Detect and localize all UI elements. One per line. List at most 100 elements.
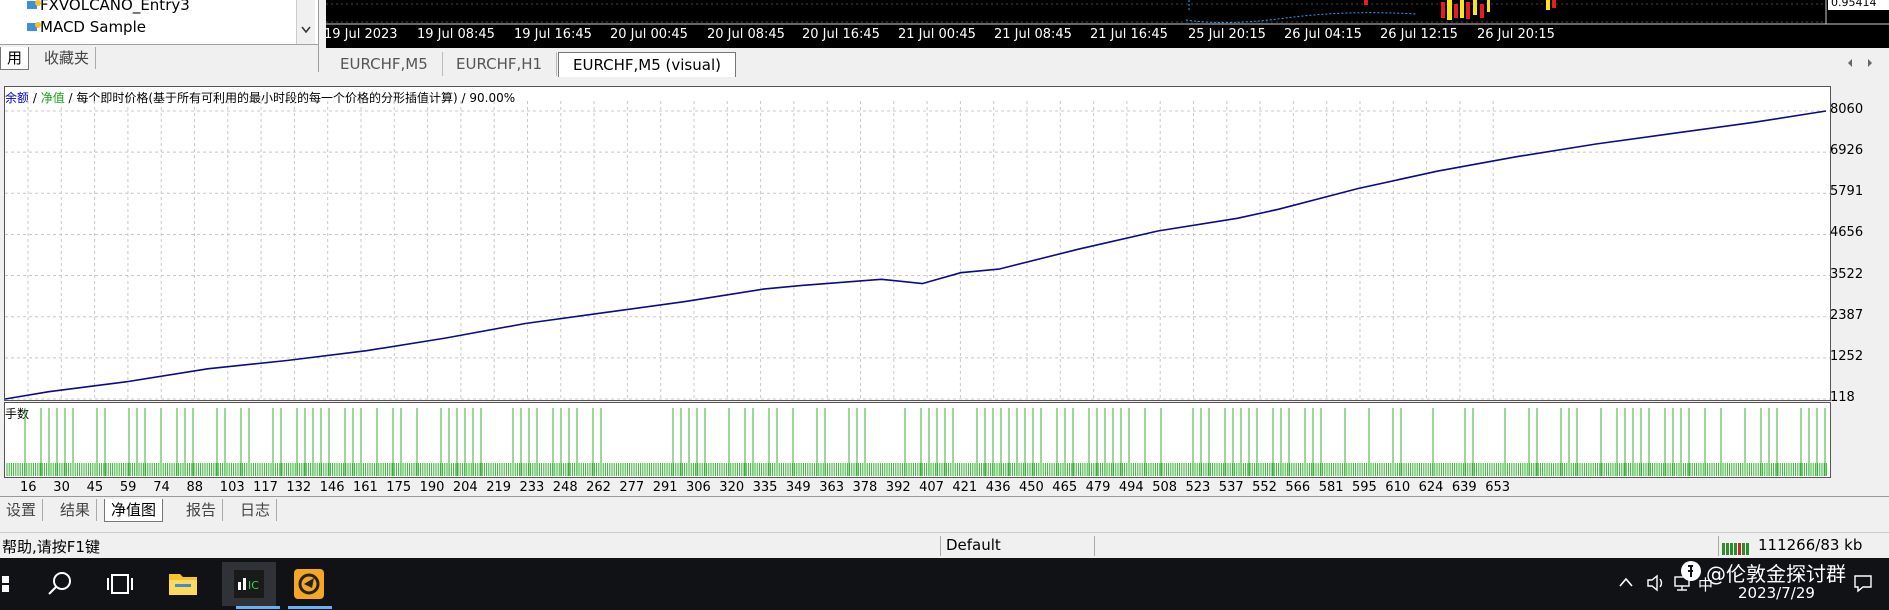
connection-bars-icon xyxy=(1722,543,1749,555)
x-tick-label: 407 xyxy=(919,480,944,495)
y-tick-label: 8060 xyxy=(1830,102,1864,117)
current-price-label: 0.95414 xyxy=(1831,0,1877,9)
x-tick-label: 117 xyxy=(253,480,278,495)
x-tick-label: 132 xyxy=(286,480,312,495)
x-tick-label: 219 xyxy=(486,480,512,495)
tab-eurchf-h1[interactable]: EURCHF,H1 xyxy=(442,52,558,76)
x-tick-label: 508 xyxy=(1152,480,1178,495)
x-tick-label: 465 xyxy=(1052,480,1078,495)
x-tick-label: 161 xyxy=(353,480,378,495)
price-bars xyxy=(1364,0,1556,20)
x-tick-label: 248 xyxy=(552,480,578,495)
file-explorer-icon[interactable] xyxy=(161,562,205,606)
x-tick-label: 320 xyxy=(719,480,745,495)
x-tick-label: 45 xyxy=(86,480,104,495)
navigator-item-label: FXVOLCANO_Entry3 xyxy=(40,0,190,14)
x-tick-label: 523 xyxy=(1185,480,1211,495)
status-bar: 帮助,请按F1键 Default 111266/83 kb xyxy=(0,532,1889,559)
y-tick-label: 5791 xyxy=(1830,184,1864,200)
time-tick-label: 20 Jul 16:45 xyxy=(802,27,880,42)
legend-description: / 每个即时价格(基于所有可利用的最小时段的每一个价格的分形插值计算) / 90… xyxy=(64,91,516,105)
tab-settings[interactable]: 设置 xyxy=(0,499,44,521)
chevron-up-icon[interactable] xyxy=(1618,576,1634,588)
x-tick-label: 306 xyxy=(686,480,711,495)
scroll-right-icon[interactable] xyxy=(1866,58,1874,68)
taskbar-date[interactable]: 2023/7/29 xyxy=(1738,584,1815,602)
watermark-text: @伦敦金探讨群 xyxy=(1706,562,1846,586)
search-icon[interactable] xyxy=(38,562,82,606)
x-tick-label: 335 xyxy=(752,480,778,495)
tab-eurchf-m5-visual[interactable]: EURCHF,M5 (visual) xyxy=(558,52,736,77)
ic-markets-icon[interactable]: IC xyxy=(222,562,276,610)
volume-icon[interactable] xyxy=(1646,574,1668,592)
status-traffic: 111266/83 kb xyxy=(1758,536,1863,554)
navigator-tabs: 用 收藏夹 xyxy=(0,44,318,73)
chevron-down-icon[interactable] xyxy=(301,26,311,34)
app-icon[interactable] xyxy=(284,562,334,606)
active-app-indicator xyxy=(236,606,280,609)
x-tick-label: 103 xyxy=(219,480,245,495)
x-tick-label: 479 xyxy=(1085,480,1111,495)
tab-eurchf-m5[interactable]: EURCHF,M5 xyxy=(326,52,443,76)
x-tick-label: 74 xyxy=(153,480,170,495)
navigator-item[interactable]: FXVOLCANO_Entry3 xyxy=(27,0,190,16)
equity-chart-canvas xyxy=(5,101,1830,400)
trade-volume-bars xyxy=(6,408,1827,476)
navigator-item[interactable]: MACD Sample xyxy=(27,16,146,38)
tab-results[interactable]: 结果 xyxy=(54,499,98,521)
taskbar: IC 中 @伦敦金探讨群 2023/7/29 xyxy=(0,558,1889,610)
x-tick-label: 291 xyxy=(652,480,678,495)
x-tick-label: 552 xyxy=(1252,480,1277,495)
trades-label: 手数 xyxy=(5,407,30,421)
price-chart[interactable]: 0.95414 19 Jul 2023 19 Jul 08:45 19 Jul 16… xyxy=(324,0,1889,48)
navigator-item-label: MACD Sample xyxy=(40,18,146,36)
time-tick-label: 26 Jul 04:15 xyxy=(1284,27,1362,42)
x-tick-label: 175 xyxy=(386,480,412,495)
ime-indicator[interactable]: 中 xyxy=(1698,576,1714,594)
x-tick-label: 16 xyxy=(20,480,37,495)
x-tick-label: 624 xyxy=(1418,480,1444,495)
y-tick-label: 2387 xyxy=(1830,307,1864,323)
start-icon[interactable] xyxy=(0,562,14,606)
time-tick-label: 21 Jul 16:45 xyxy=(1090,27,1168,42)
tab-equity-graph[interactable]: 净值图 xyxy=(104,499,164,522)
x-tick-label: 262 xyxy=(586,480,611,495)
x-tick-label: 190 xyxy=(419,480,445,495)
tab-journal[interactable]: 日志 xyxy=(234,499,278,521)
x-tick-label: 581 xyxy=(1318,480,1344,495)
x-tick-label: 639 xyxy=(1451,480,1477,495)
x-tick-label: 494 xyxy=(1118,480,1144,495)
time-tick-label: 25 Jul 20:15 xyxy=(1188,27,1266,42)
legend-equity: 净值 xyxy=(40,91,65,105)
x-tick-label: 392 xyxy=(885,480,911,495)
tester-tabs: 设置 结果 净值图 报告 日志 xyxy=(0,496,1889,523)
time-tick-label: 19 Jul 16:45 xyxy=(514,27,592,42)
network-icon[interactable] xyxy=(1672,574,1692,592)
price-chart-canvas xyxy=(326,0,1889,25)
task-view-icon[interactable] xyxy=(98,562,142,606)
notification-icon[interactable] xyxy=(1852,572,1874,594)
tab-general[interactable]: 用 xyxy=(0,47,30,70)
active-app-indicator xyxy=(288,606,332,609)
time-tick-label: 21 Jul 00:45 xyxy=(898,27,976,42)
weibo-logo-icon xyxy=(1681,561,1701,581)
x-tick-label: 59 xyxy=(119,480,137,495)
expert-advisor-icon xyxy=(27,0,41,9)
y-tick-label: 1252 xyxy=(1830,348,1864,364)
tab-report[interactable]: 报告 xyxy=(180,499,224,521)
tab-favorites[interactable]: 收藏夹 xyxy=(38,47,97,69)
trades-chart: 手数 xyxy=(4,402,1831,478)
x-tick-label: 450 xyxy=(1019,480,1044,495)
balance-line xyxy=(5,110,1827,400)
equity-chart[interactable]: 余额 / 净值 / 每个即时价格(基于所有可利用的最小时段的每一个价格的分形插值… xyxy=(4,86,1831,401)
expert-advisor-icon xyxy=(27,22,41,31)
svg-text:IC: IC xyxy=(248,579,259,592)
status-profile: Default xyxy=(946,536,1001,554)
time-tick-label: 19 Jul 08:45 xyxy=(417,27,495,42)
x-tick-label: 349 xyxy=(785,480,811,495)
navigator-scrollbar[interactable] xyxy=(296,0,315,44)
scroll-left-icon[interactable] xyxy=(1846,58,1854,68)
y-tick-label: 6926 xyxy=(1830,143,1864,159)
x-tick-label: 595 xyxy=(1352,480,1377,495)
x-tick-label: 204 xyxy=(452,480,478,495)
